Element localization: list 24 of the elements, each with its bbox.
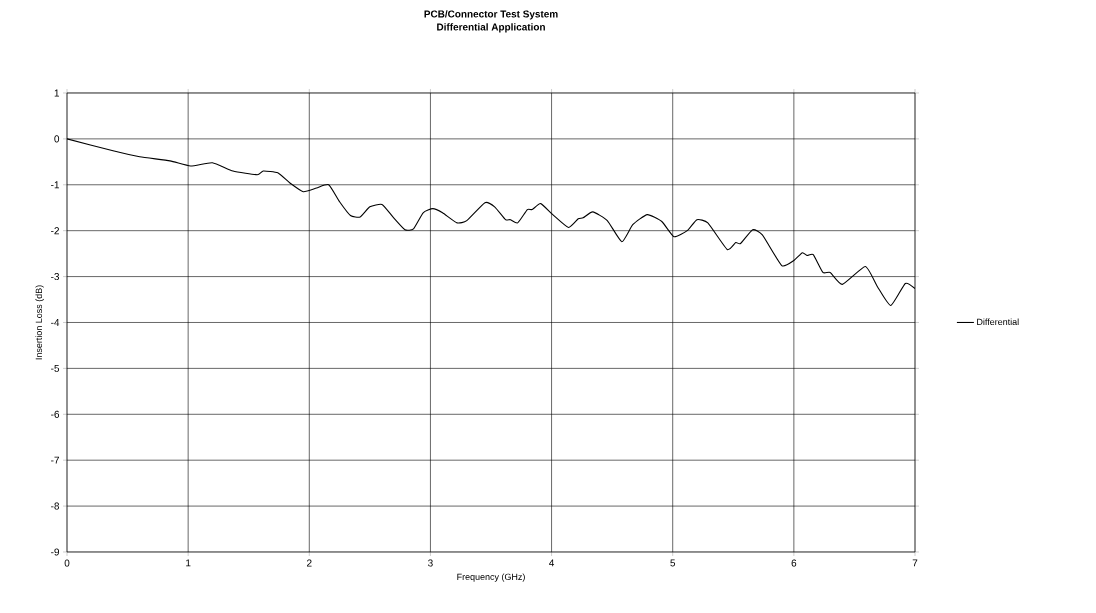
- y-tick-label: 0: [54, 135, 60, 143]
- y-tick-label: -5: [51, 364, 60, 372]
- y-tick-label: 1: [54, 89, 60, 97]
- legend-label: Differential: [977, 318, 1019, 326]
- chart-title: PCB/Connector Test System: [424, 10, 558, 20]
- y-tick-label: -1: [51, 181, 60, 189]
- y-axis-title: Insertion Loss (dB): [35, 285, 44, 360]
- x-tick-label: 4: [549, 559, 555, 567]
- chart-subtitle: Differential Application: [437, 23, 545, 33]
- y-tick-label: -4: [51, 319, 60, 326]
- y-tick-label: -7: [51, 456, 59, 464]
- x-tick-label: 5: [670, 559, 676, 567]
- x-tick-label: 3: [428, 559, 433, 567]
- y-tick-label: -3: [51, 273, 60, 281]
- x-axis-title: Frequency (GHz): [457, 573, 525, 582]
- y-tick-label: -6: [51, 410, 60, 418]
- x-tick-label: 6: [791, 559, 797, 567]
- y-tick-label: -2: [51, 227, 59, 235]
- x-tick-label: 7: [912, 559, 918, 567]
- x-tick-label: 1: [186, 559, 191, 567]
- y-tick-label: -8: [51, 502, 60, 510]
- x-tick-label: 0: [64, 559, 70, 567]
- y-tick-label: -9: [51, 548, 60, 556]
- x-tick-label: 2: [307, 559, 312, 567]
